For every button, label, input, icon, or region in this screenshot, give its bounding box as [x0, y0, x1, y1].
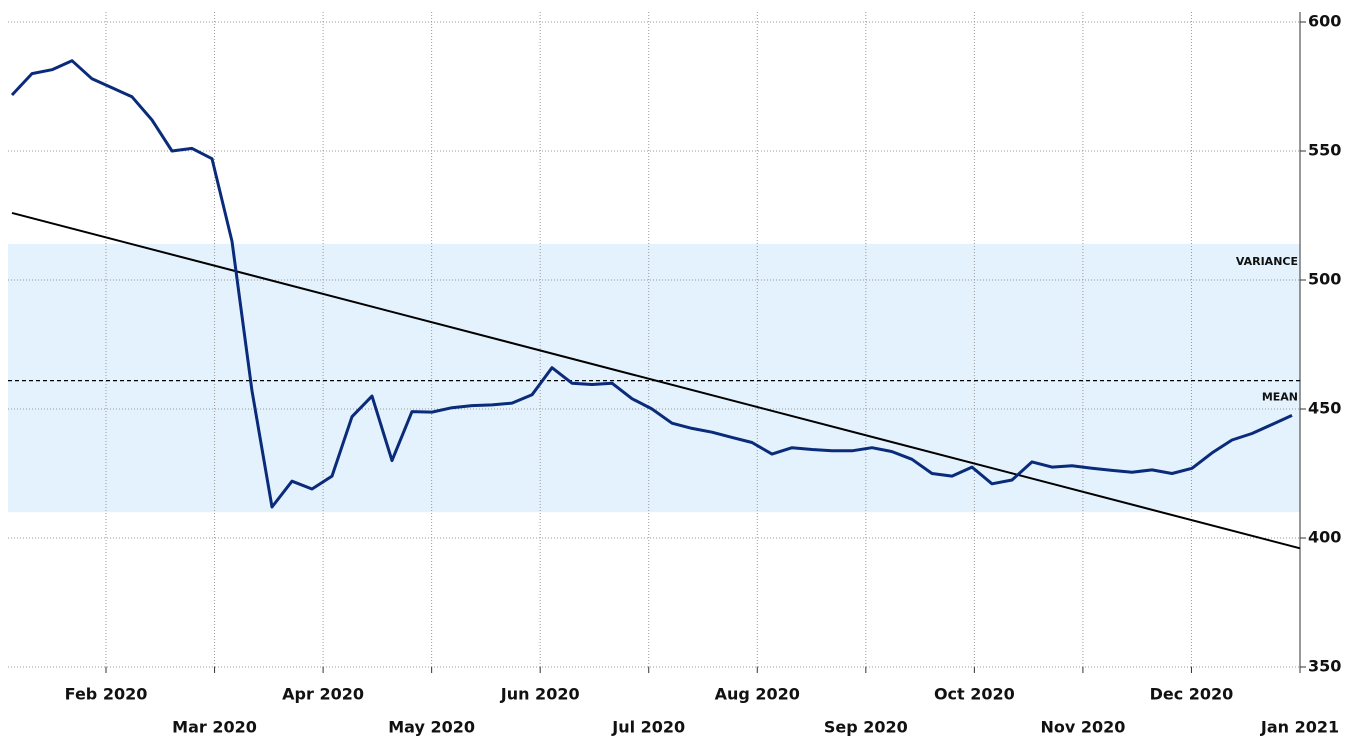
x-tick-label: Nov 2020	[1040, 718, 1125, 737]
x-tick-label: Dec 2020	[1150, 685, 1234, 704]
mean-label: MEAN	[1262, 391, 1298, 404]
y-tick-label: 400	[1308, 528, 1341, 547]
y-tick-label: 500	[1308, 270, 1341, 289]
y-tick-label: 600	[1308, 12, 1341, 31]
x-tick-label: May 2020	[388, 718, 475, 737]
x-tick-label: Apr 2020	[282, 685, 364, 704]
x-tick-label: Mar 2020	[172, 718, 257, 737]
x-tick-label: Oct 2020	[934, 685, 1015, 704]
variance-label: VARIANCE	[1236, 255, 1298, 268]
x-tick-label: Sep 2020	[824, 718, 908, 737]
y-tick-label: 350	[1308, 657, 1341, 676]
x-tick-label: Jun 2020	[500, 685, 580, 704]
x-tick-label: Jul 2020	[611, 718, 685, 737]
trend-line	[11, 211, 1301, 550]
x-tick-label: Aug 2020	[715, 685, 800, 704]
variance-band	[8, 243, 1300, 513]
y-tick-label: 550	[1308, 141, 1341, 160]
series-line	[10, 59, 1293, 509]
x-tick-label: Feb 2020	[65, 685, 148, 704]
x-tick-label: Jan 2021	[1260, 718, 1339, 737]
y-tick-label: 450	[1308, 399, 1341, 418]
